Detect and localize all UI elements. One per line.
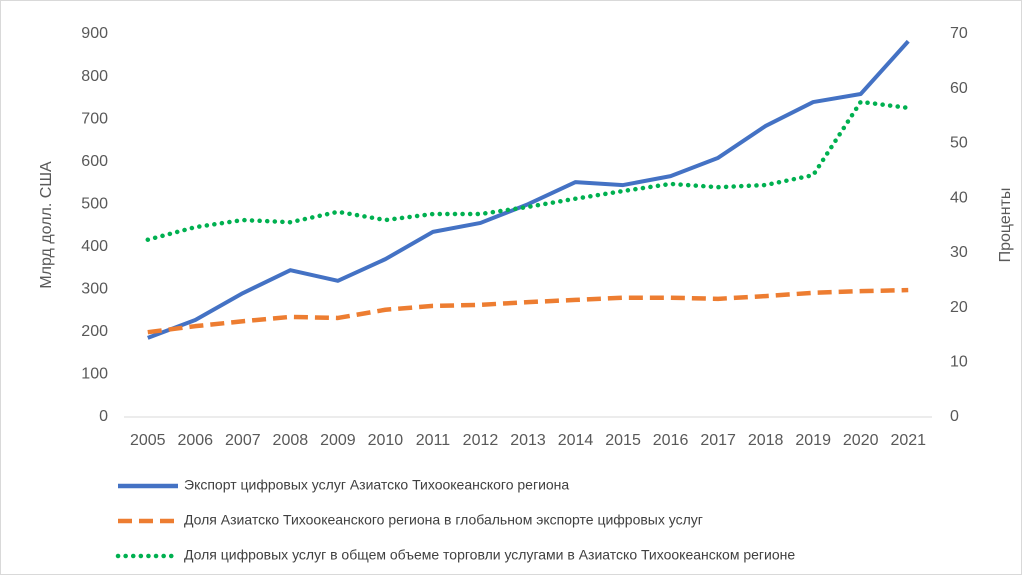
y2-tick-label: 60: [950, 80, 968, 97]
x-tick-label: 2018: [748, 432, 784, 449]
x-tick-label: 2009: [320, 432, 356, 449]
x-tick-label: 2013: [510, 432, 546, 449]
y2-tick-label: 50: [950, 135, 968, 152]
x-tick-label: 2008: [273, 432, 309, 449]
y2-axis-title: Проценты: [997, 188, 1014, 263]
y-tick-label: 300: [81, 281, 108, 298]
x-tick-label: 2019: [795, 432, 831, 449]
y-tick-label: 700: [81, 110, 108, 127]
y-tick-label: 200: [81, 323, 108, 340]
x-tick-label: 2011: [416, 432, 451, 449]
y-axis-title: Млрд долл. США: [38, 161, 55, 289]
series-line: [147, 39, 910, 340]
x-tick-label: 2015: [605, 432, 641, 449]
x-tick-label: 2007: [225, 432, 261, 449]
y-tick-label: 900: [81, 25, 108, 42]
y2-tick-label: 10: [950, 354, 968, 371]
x-tick-label: 2006: [177, 432, 213, 449]
legend-label: Доля цифровых услуг в общем объеме торго…: [184, 547, 795, 563]
y-tick-label: 400: [81, 238, 108, 255]
x-tick-label: 2005: [130, 432, 166, 449]
y2-tick-label: 30: [950, 244, 968, 261]
series-line: [145, 99, 911, 242]
legend-label: Доля Азиатско Тихоокеанского региона в г…: [184, 512, 703, 528]
x-tick-label: 2012: [463, 432, 499, 449]
y-tick-label: 100: [81, 366, 108, 383]
y-tick-label: 800: [81, 68, 108, 85]
legend-label: Экспорт цифровых услуг Азиатско Тихоокеа…: [184, 477, 569, 493]
series-line: [147, 287, 909, 335]
x-tick-label: 2014: [558, 432, 594, 449]
y2-tick-label: 40: [950, 189, 968, 206]
y-tick-label: 0: [99, 408, 108, 425]
y2-tick-label: 0: [950, 408, 959, 425]
x-tick-label: 2020: [843, 432, 879, 449]
y2-tick-label: 20: [950, 299, 968, 316]
x-tick-label: 2021: [890, 432, 926, 449]
y-tick-label: 600: [81, 153, 108, 170]
x-tick-label: 2010: [368, 432, 404, 449]
x-tick-label: 2016: [653, 432, 689, 449]
x-tick-label: 2017: [700, 432, 736, 449]
y-tick-label: 500: [81, 195, 108, 212]
y2-tick-label: 70: [950, 25, 968, 42]
